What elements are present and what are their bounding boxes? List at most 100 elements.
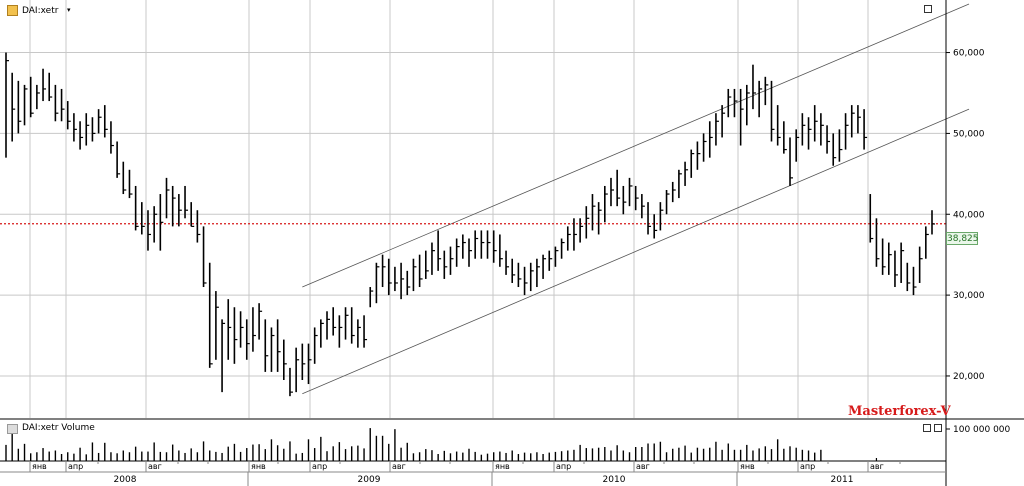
ohlc-bar [252, 307, 256, 352]
y-tick-label: 20,000 [953, 372, 985, 382]
ohlc-bar [684, 161, 689, 186]
ohlc-bar [375, 262, 380, 304]
ohlc-bar [912, 266, 917, 296]
ohlc-bar [875, 218, 880, 267]
ohlc-bar [783, 121, 787, 154]
ohlc-bar [455, 238, 460, 267]
ohlc-bar [573, 218, 577, 251]
ohlc-bar [381, 254, 386, 288]
x-month-label: апр [800, 462, 815, 471]
ohlc-bar [282, 339, 287, 380]
ohlc-bar [128, 169, 133, 199]
ohlc-bar [634, 185, 639, 211]
ohlc-bar [350, 307, 355, 344]
ohlc-bar [554, 246, 559, 267]
trend-channel-line [302, 108, 970, 395]
ohlc-bar [925, 226, 929, 259]
x-month-label: янв [32, 462, 47, 471]
ohlc-bar [745, 84, 750, 126]
ohlc-bar [215, 291, 219, 360]
ohlc-bar [147, 210, 151, 251]
volume-pane-title: DAI:xetr Volume [22, 423, 95, 433]
ohlc-bar [542, 254, 547, 279]
x-year-label: 2008 [114, 475, 137, 485]
x-month-label: авг [148, 462, 162, 471]
maximize-volume-pane-button[interactable] [923, 424, 931, 432]
ohlc-bar [857, 105, 861, 134]
ohlc-bar [795, 129, 800, 162]
ohlc-bar [159, 194, 164, 251]
ohlc-bar [66, 101, 71, 130]
x-year-label: 2011 [831, 475, 854, 485]
x-month-label: апр [68, 462, 83, 471]
ohlc-bar [770, 80, 775, 142]
ohlc-bar [270, 327, 275, 372]
ohlc-bar [739, 88, 744, 146]
ohlc-bar [103, 105, 108, 138]
ohlc-bar [807, 117, 812, 150]
ohlc-bar [233, 307, 238, 364]
ohlc-bar [29, 76, 34, 118]
ohlc-bar [437, 230, 442, 271]
ohlc-bar [585, 206, 590, 239]
ohlc-bar [424, 250, 429, 279]
chevron-down-icon[interactable]: ▾ [67, 6, 71, 14]
ohlc-bar [431, 242, 435, 275]
ohlc-bar [838, 129, 843, 162]
ohlc-bar [764, 76, 769, 106]
ohlc-bar [653, 214, 658, 239]
ohlc-bar [332, 307, 337, 336]
ohlc-bar [579, 218, 584, 243]
ohlc-bar [184, 185, 189, 219]
ohlc-bar [708, 121, 713, 158]
ohlc-bar [196, 210, 201, 243]
ohlc-bar [227, 299, 232, 360]
ohlc-bar [906, 262, 911, 292]
ohlc-bar [776, 105, 781, 146]
x-month-label: янв [740, 462, 755, 471]
ohlc-bar [604, 185, 608, 223]
close-volume-pane-button[interactable] [934, 424, 942, 432]
ohlc-bar [190, 202, 195, 227]
ohlc-bar [171, 185, 176, 227]
x-year-label: 2009 [358, 475, 381, 485]
ohlc-bar [221, 319, 226, 393]
ohlc-bar [462, 234, 466, 259]
ohlc-bar [918, 246, 923, 283]
ohlc-bar [363, 315, 368, 348]
symbol-label[interactable]: DAI:xetr [22, 6, 59, 16]
y-tick-label: 50,000 [953, 129, 985, 139]
ohlc-bar [60, 88, 65, 122]
ohlc-bar [48, 72, 53, 102]
ohlc-bar [560, 238, 565, 259]
ohlc-bar [42, 68, 47, 102]
ohlc-bar [369, 287, 374, 308]
ohlc-bar [826, 125, 831, 154]
watermark: Masterforex-V [848, 404, 951, 419]
ohlc-bar [326, 311, 331, 340]
x-month-label: авг [636, 462, 650, 471]
ohlc-bar [418, 254, 423, 288]
ohlc-bar [85, 113, 90, 146]
ohlc-bar [276, 319, 281, 372]
ohlc-bar [202, 226, 207, 288]
ohlc-bar [789, 137, 794, 186]
ohlc-bar [523, 266, 528, 296]
ohlc-bar [511, 258, 516, 283]
symbol-icon[interactable] [7, 5, 18, 16]
y-tick-label: 30,000 [953, 291, 985, 301]
ohlc-bar [566, 226, 571, 251]
ohlc-bar [665, 190, 670, 215]
ohlc-bar [17, 80, 22, 134]
ohlc-bar [245, 319, 250, 360]
maximize-price-pane-button[interactable] [924, 5, 932, 13]
x-month-label: авг [392, 462, 406, 471]
ohlc-bar [394, 266, 398, 292]
ohlc-bar [505, 250, 510, 275]
ohlc-bar [91, 117, 96, 142]
ohlc-bar [258, 303, 263, 340]
ohlc-bar [931, 210, 935, 235]
ohlc-bar [406, 270, 411, 296]
ohlc-bar [165, 177, 170, 219]
ohlc-bar [338, 315, 343, 348]
